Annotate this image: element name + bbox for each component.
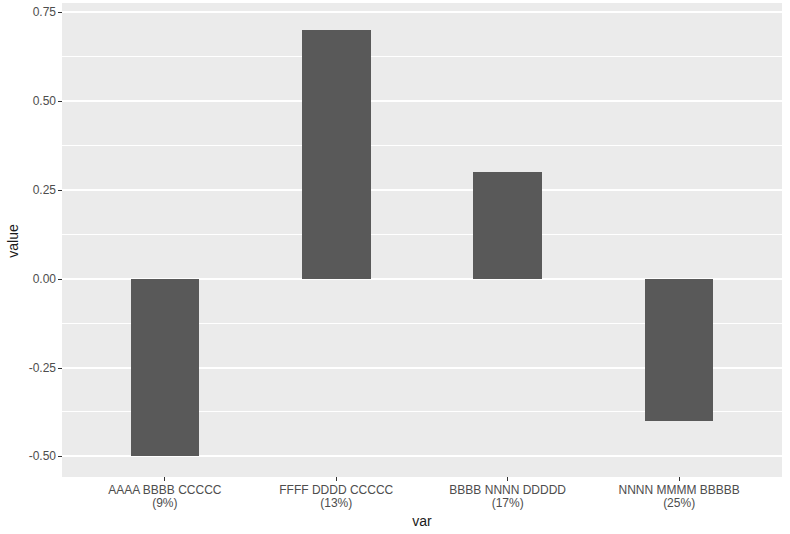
y-axis-tick-mark — [58, 190, 62, 191]
bar-chart-figure: 0.750.500.250.00-0.25-0.50 AAAA BBBB CCC… — [0, 0, 790, 534]
x-axis-title: var — [62, 513, 782, 529]
bar — [645, 279, 714, 421]
bar — [302, 30, 371, 279]
y-gridline-major — [62, 189, 782, 191]
y-axis-tick-label: -0.50 — [10, 449, 56, 463]
x-axis-tick-mark — [164, 477, 165, 481]
y-axis-tick-label: 0.75 — [10, 5, 56, 19]
bar — [473, 172, 542, 279]
y-axis-tick-mark — [58, 279, 62, 280]
y-axis-tick-mark — [58, 368, 62, 369]
y-gridline-minor — [62, 56, 782, 57]
x-axis-tick-label: NNNN MMMM BBBBB(25%) — [596, 484, 762, 510]
y-gridline-minor — [62, 234, 782, 235]
category-sublabel: (13%) — [253, 497, 419, 510]
y-gridline-minor — [62, 145, 782, 146]
y-axis-title: value — [5, 191, 21, 291]
y-axis-tick-mark — [58, 101, 62, 102]
y-axis-tick-mark — [58, 456, 62, 457]
x-axis-tick-mark — [507, 477, 508, 481]
bar — [131, 279, 200, 457]
y-gridline-major — [62, 100, 782, 102]
category-sublabel: (9%) — [82, 497, 248, 510]
category-sublabel: (17%) — [425, 497, 591, 510]
category-sublabel: (25%) — [596, 497, 762, 510]
y-axis-tick-label: -0.25 — [10, 361, 56, 375]
x-axis-tick-label: BBBB NNNN DDDDD(17%) — [425, 484, 591, 510]
x-axis-tick-label: AAAA BBBB CCCCC(9%) — [82, 484, 248, 510]
x-axis-tick-mark — [336, 477, 337, 481]
x-axis-tick-mark — [679, 477, 680, 481]
y-axis-tick-label: 0.50 — [10, 94, 56, 108]
y-gridline-major — [62, 11, 782, 13]
x-axis-tick-label: FFFF DDDD CCCCC(13%) — [253, 484, 419, 510]
plot-panel — [62, 3, 782, 477]
y-axis-tick-mark — [58, 12, 62, 13]
